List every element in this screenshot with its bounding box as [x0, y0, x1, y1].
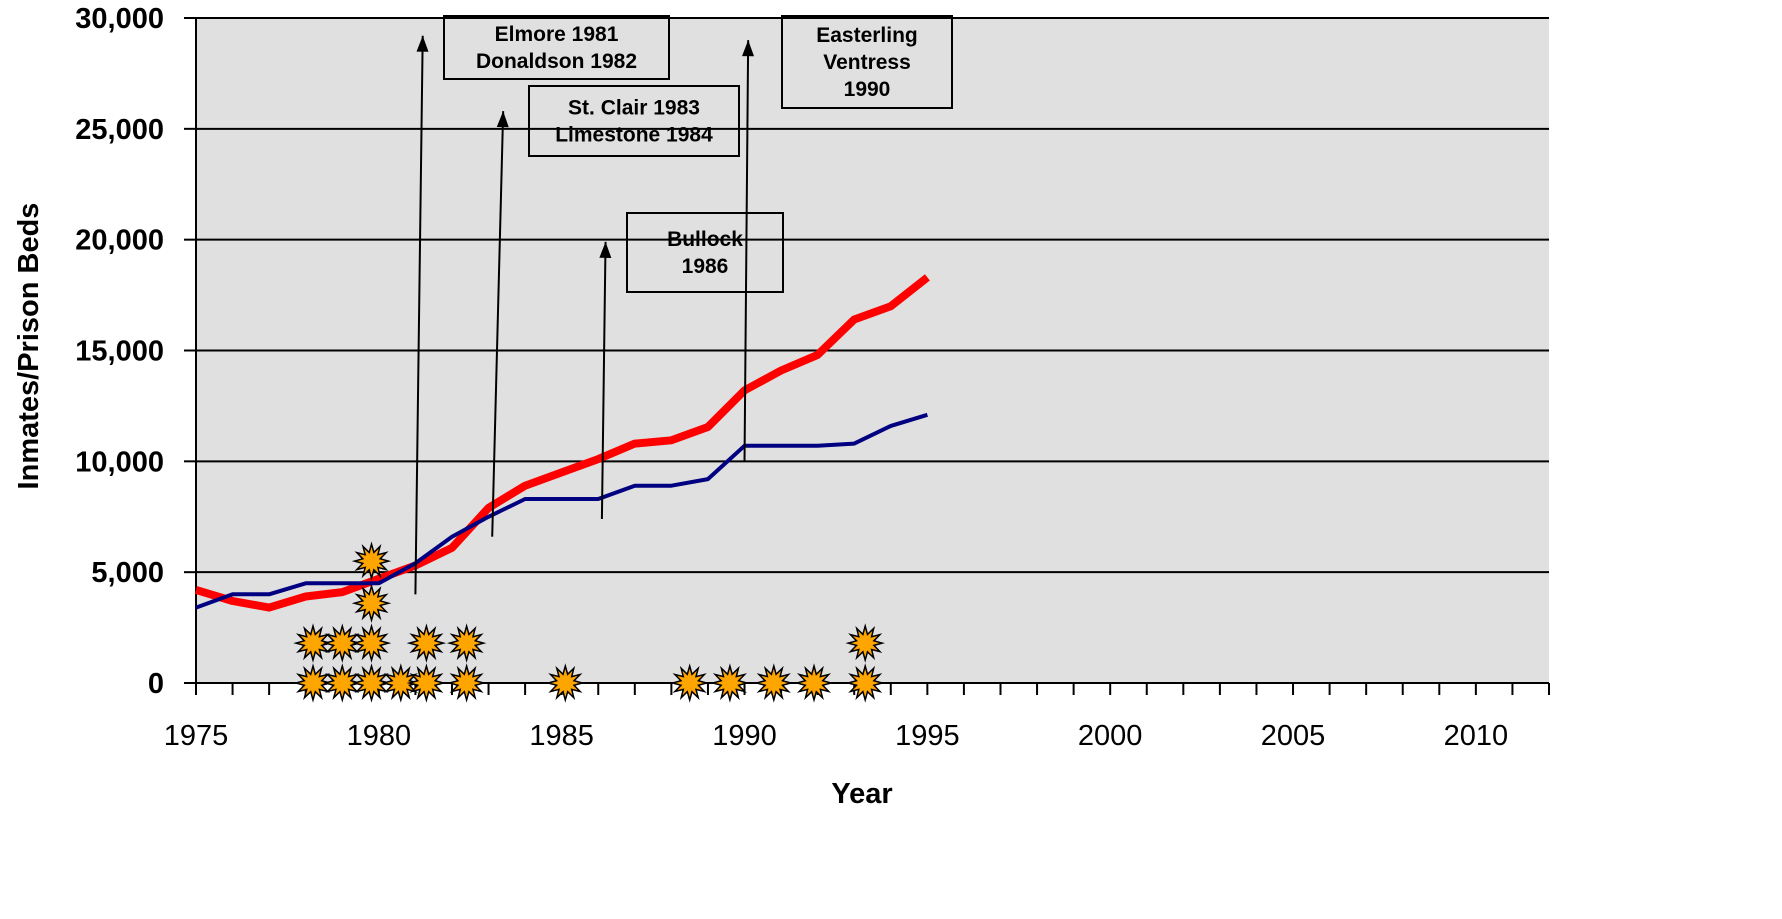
event-marker: [669, 663, 710, 703]
event-marker: [545, 663, 586, 703]
x-tick-label: 1980: [347, 720, 412, 752]
annotation-arrow: [414, 35, 424, 595]
event-marker: [446, 663, 487, 703]
x-tick-label: 1985: [529, 720, 594, 752]
gridlines: [196, 17, 1549, 574]
event-marker: [406, 623, 447, 663]
x-tick-label: 2005: [1261, 720, 1326, 752]
x-axis-title: Year: [831, 778, 892, 810]
event-marker: [380, 663, 421, 703]
annotation-arrow: [600, 241, 607, 519]
annotation-text: Donaldson 1982: [476, 50, 637, 73]
annotation-arrow: [743, 40, 750, 462]
arrowhead: [416, 35, 429, 52]
annotation-4: Easterling Ventress 1990: [742, 15, 953, 462]
event-marker: [845, 663, 886, 703]
event-marker: [406, 663, 447, 703]
annotation-layer: Elmore 1981 Donaldson 1982 St. Clair 1983 L…: [414, 15, 953, 595]
y-tick-label: 20,000: [75, 225, 164, 257]
annotation-text: St. Clair 1983: [568, 97, 700, 120]
y-tick-label: 30,000: [75, 3, 164, 35]
x-tick-label: 2000: [1078, 720, 1143, 752]
x-tick-label: 1975: [164, 720, 229, 752]
x-axis: 1975 1980 1985 1990 1995 2000 2005 2010: [164, 682, 1550, 752]
annotation-text: Bullock: [667, 228, 743, 251]
x-tick-label: 1995: [895, 720, 960, 752]
x-tick-label: 2010: [1444, 720, 1509, 752]
arrowhead: [599, 241, 612, 258]
event-marker: [753, 663, 794, 703]
annotation-text: 1990: [844, 78, 891, 101]
series-line-1: [194, 274, 930, 612]
y-tick-label: 25,000: [75, 114, 164, 146]
arrowhead: [742, 40, 755, 57]
annotation-text: Ventress: [823, 51, 911, 74]
y-axis: 0 5,000 10,000 15,000 20,000 25,000 30,000: [75, 3, 197, 700]
event-marker: [845, 623, 886, 663]
y-tick-label: 0: [148, 668, 164, 700]
event-marker-layer: [293, 541, 886, 703]
annotation-3: Bullock 1986: [599, 212, 784, 519]
event-marker: [710, 663, 750, 703]
y-tick-label: 5,000: [91, 557, 164, 589]
annotation-text: Elmore 1981: [495, 23, 619, 46]
y-tick-label: 10,000: [75, 446, 164, 478]
annotation-arrow: [491, 111, 505, 537]
annotation-box: [781, 15, 953, 109]
annotation-box: [443, 15, 670, 80]
event-marker: [446, 623, 487, 663]
y-tick-label: 15,000: [75, 336, 164, 368]
annotation-box: [626, 212, 784, 293]
annotation-2: St. Clair 1983 Limestone 1984: [491, 85, 740, 537]
y-axis-title: Inmates/Prison Beds: [13, 203, 45, 490]
series-line-2: [195, 412, 928, 610]
event-marker: [351, 583, 392, 623]
event-marker: [351, 541, 392, 581]
annotation-text: Easterling: [816, 24, 918, 47]
x-tick-label: 1990: [712, 720, 777, 752]
series-layer: [194, 274, 930, 612]
annotation-text: Limestone 1984: [555, 124, 713, 147]
annotation-box: [528, 85, 740, 157]
arrowhead: [496, 111, 509, 128]
event-marker: [351, 623, 392, 663]
annotation-1: Elmore 1981 Donaldson 1982: [414, 15, 670, 595]
annotation-text: 1986: [682, 255, 729, 278]
event-marker: [794, 663, 834, 703]
